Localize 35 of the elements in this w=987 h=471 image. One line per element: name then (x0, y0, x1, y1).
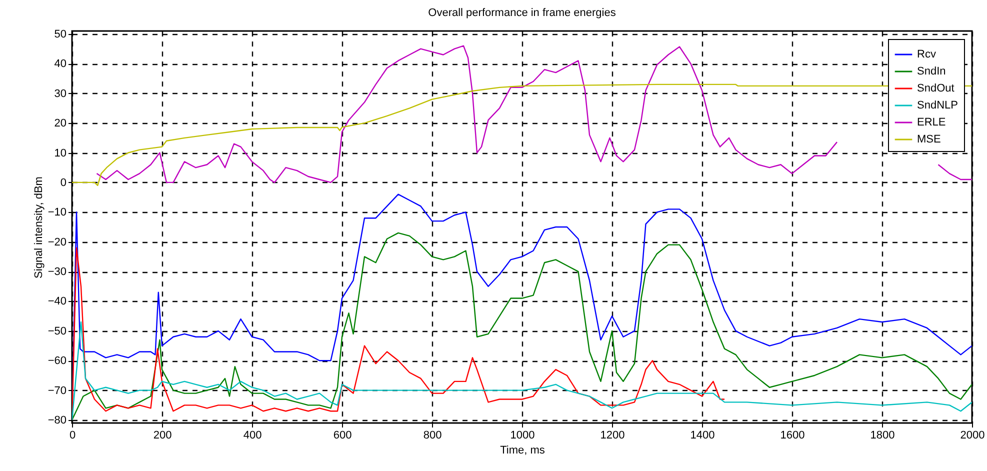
x-tick-label: 1400 (690, 430, 715, 442)
y-tick-label: 40 (54, 58, 66, 70)
y-tick-label: 50 (54, 28, 66, 40)
y-tick-label: −60 (48, 355, 66, 368)
x-tick-label: 1000 (510, 430, 535, 442)
y-tick-label: −10 (48, 206, 66, 219)
y-tick-label: 10 (54, 147, 66, 160)
y-tick-label: −50 (48, 325, 66, 338)
x-tick-label: 400 (243, 430, 262, 442)
x-tick-label: 1200 (600, 430, 625, 442)
legend-label: SndOut (917, 82, 954, 94)
x-tick-label: 800 (423, 430, 442, 442)
legend-label: ERLE (917, 116, 946, 128)
x-tick-label: 200 (153, 430, 172, 442)
x-tick-label: 1800 (870, 430, 895, 442)
y-tick-label: −20 (48, 236, 66, 248)
x-axis-title: Time, ms (500, 444, 546, 456)
x-tick-label: 600 (333, 430, 352, 442)
legend-label: Rcv (917, 48, 936, 60)
x-tick-label: 0 (69, 430, 76, 442)
chart-title: Overall performance in frame energies (428, 6, 616, 19)
y-tick-label: 30 (54, 88, 66, 100)
y-tick-label: 20 (54, 118, 66, 130)
y-tick-label: −80 (48, 414, 66, 427)
x-tick-label: 1600 (780, 430, 805, 442)
y-axis-title: Signal intensity, dBm (32, 176, 45, 278)
y-tick-label: 0 (60, 176, 66, 189)
legend-label: SndIn (917, 66, 946, 78)
legend-label: MSE (917, 134, 941, 146)
y-tick-label: −30 (48, 266, 66, 278)
y-tick-label: −40 (48, 296, 66, 308)
x-tick-label: 2000 (960, 430, 985, 442)
y-tick-label: −70 (48, 384, 66, 397)
line-series (72, 84, 972, 186)
legend-label: SndNLP (917, 100, 958, 112)
